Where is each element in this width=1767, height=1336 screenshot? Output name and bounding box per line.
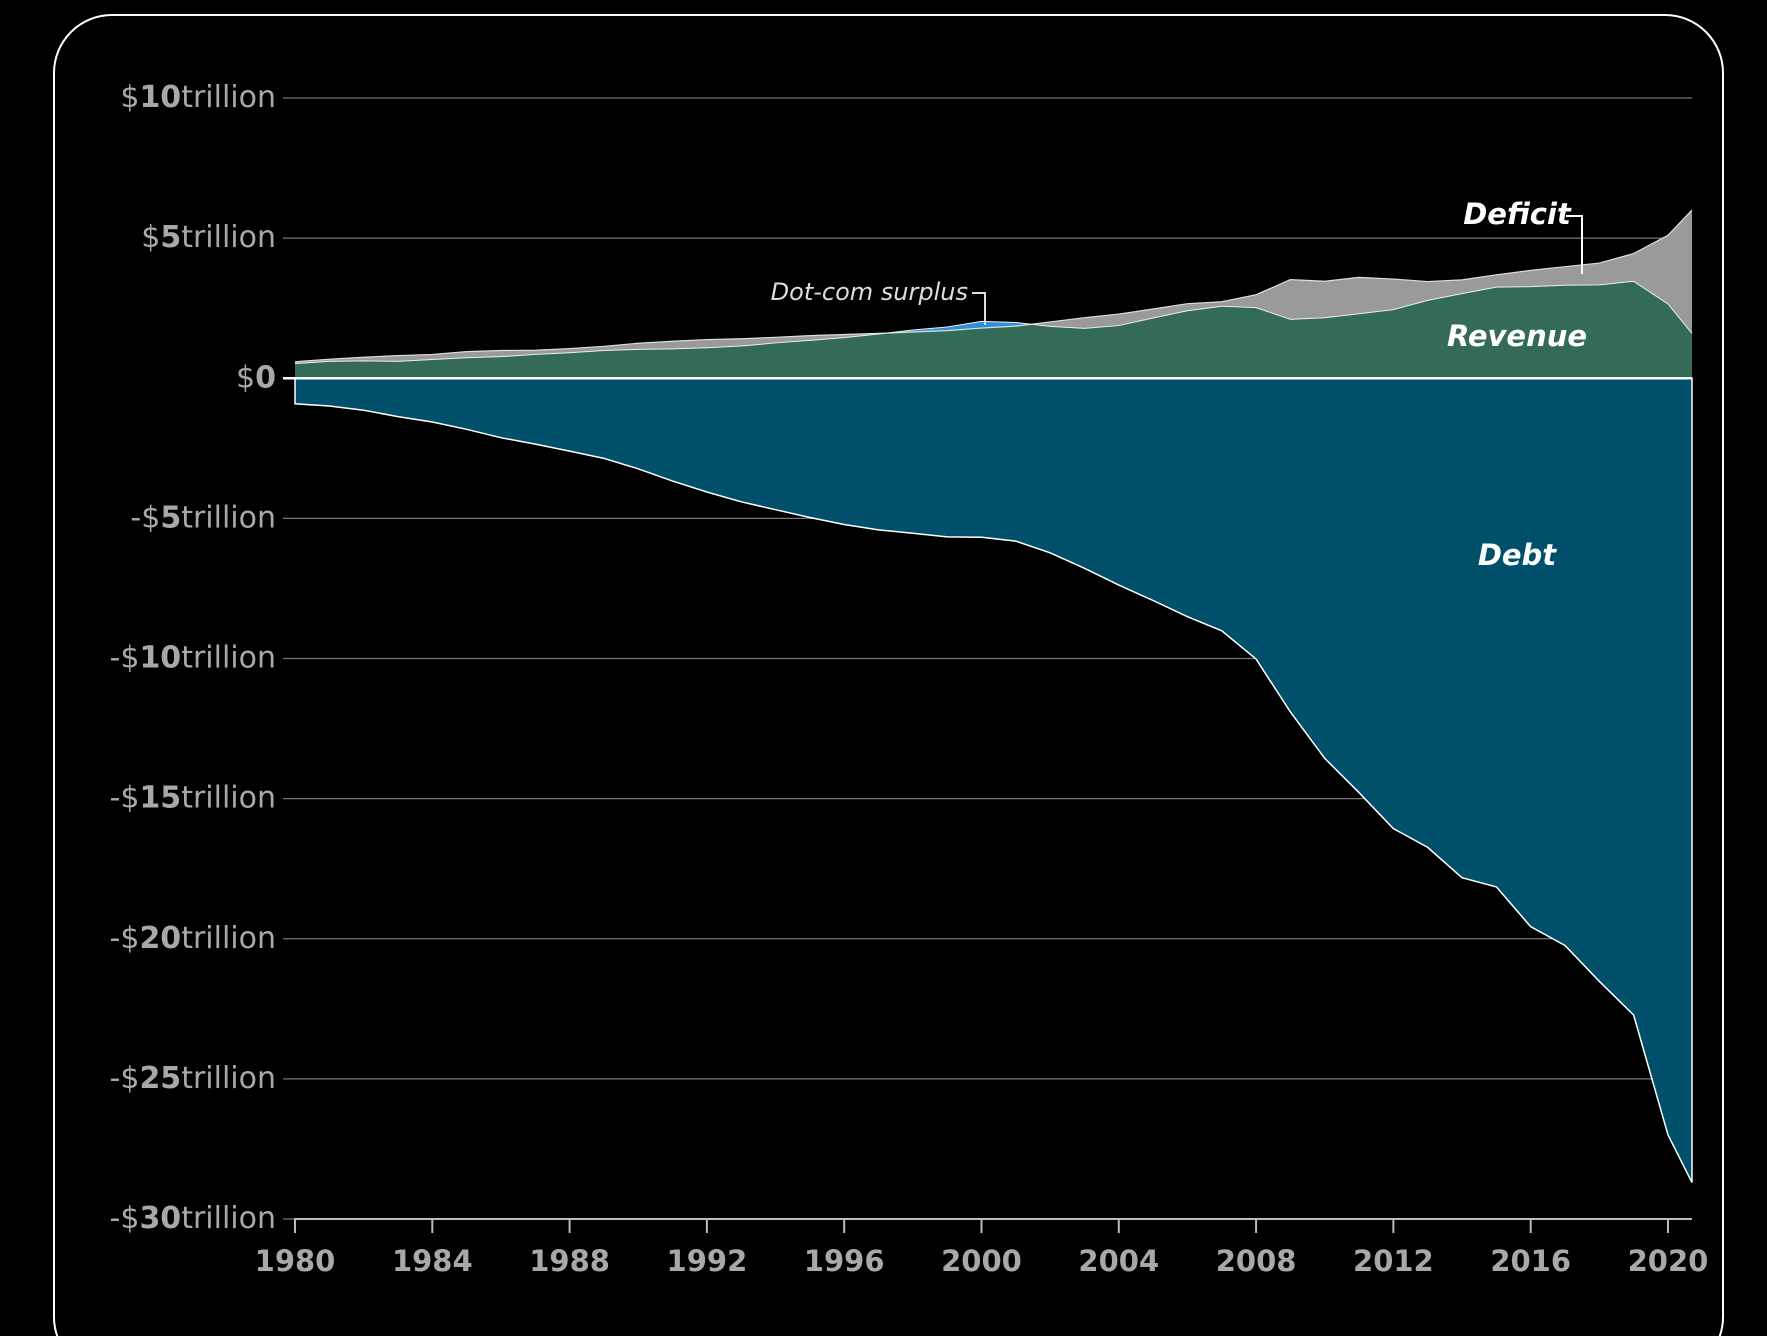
debt-label: Debt — [1478, 538, 1557, 572]
y-tick-label: -$25trillion — [110, 1060, 276, 1095]
revenue-outline — [294, 280, 1693, 365]
labels: Deficit Revenue Debt Dot-com surplus — [771, 197, 1587, 572]
x-tick-label: 1988 — [529, 1244, 610, 1278]
x-tick-label: 1980 — [255, 1244, 336, 1278]
x-tick-label: 2012 — [1353, 1244, 1434, 1278]
x-tick-label: 2008 — [1216, 1244, 1297, 1278]
revenue-area — [295, 281, 1692, 379]
y-tick-label: -$10trillion — [110, 640, 276, 675]
y-tick-label: -$15trillion — [110, 780, 276, 815]
axes: $10trillion $5trillion $0 -$5trillion -$10tr… — [110, 80, 1709, 1279]
areas — [283, 209, 1693, 1183]
spending-outline — [294, 209, 1693, 363]
x-tick-label: 2000 — [941, 1244, 1022, 1278]
y-tick-label: -$30trillion — [110, 1201, 276, 1236]
y-tick-label: -$5trillion — [130, 500, 276, 535]
x-tick-label: 1984 — [392, 1244, 473, 1278]
surplus-annotation: Dot-com surplus — [771, 278, 968, 306]
deficit-leader — [1566, 215, 1583, 274]
y-tick-label: $5trillion — [141, 220, 276, 255]
debt-area — [294, 377, 1693, 1183]
x-tick-label: 2004 — [1078, 1244, 1159, 1278]
y-tick-label: $10trillion — [120, 80, 276, 115]
deficit-area — [295, 210, 1692, 364]
y-tick-label: $0 — [236, 360, 276, 395]
deficit-label: Deficit — [1463, 197, 1572, 231]
surplus-leader — [972, 292, 986, 325]
revenue-label: Revenue — [1447, 319, 1587, 353]
x-tick-label: 1996 — [804, 1244, 885, 1278]
y-tick-label: -$20trillion — [110, 920, 276, 955]
x-tick-label: 2020 — [1628, 1244, 1709, 1278]
x-tick-label: 2016 — [1490, 1244, 1571, 1278]
x-tick-label: 1992 — [667, 1244, 748, 1278]
